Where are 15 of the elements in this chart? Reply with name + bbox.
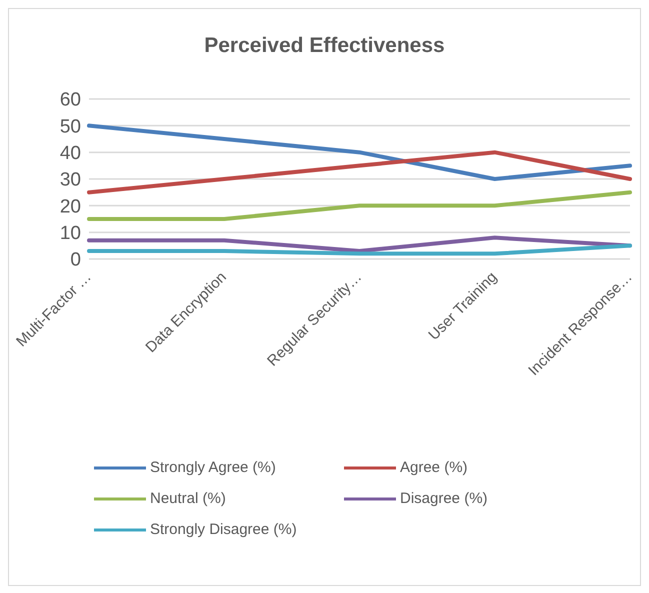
y-tick-label: 60 [60,90,81,111]
chart-title: Perceived Effectiveness [203,33,446,59]
y-tick-label: 10 [60,223,81,244]
y-tick-label: 40 [60,143,81,164]
y-tick-label: 30 [60,170,81,191]
legend-label: Neutral (%) [150,490,226,507]
legend-label: Agree (%) [400,459,468,476]
y-tick-label: 0 [70,250,81,271]
y-tick-label: 20 [60,196,81,218]
y-tick-label: 50 [60,116,81,138]
line-series [87,124,632,181]
legend-label: Strongly Disagree (%) [150,521,297,538]
legend-label: Strongly Agree (%) [150,459,276,476]
legend-label: Disagree (%) [400,490,488,507]
line-series [87,150,632,194]
